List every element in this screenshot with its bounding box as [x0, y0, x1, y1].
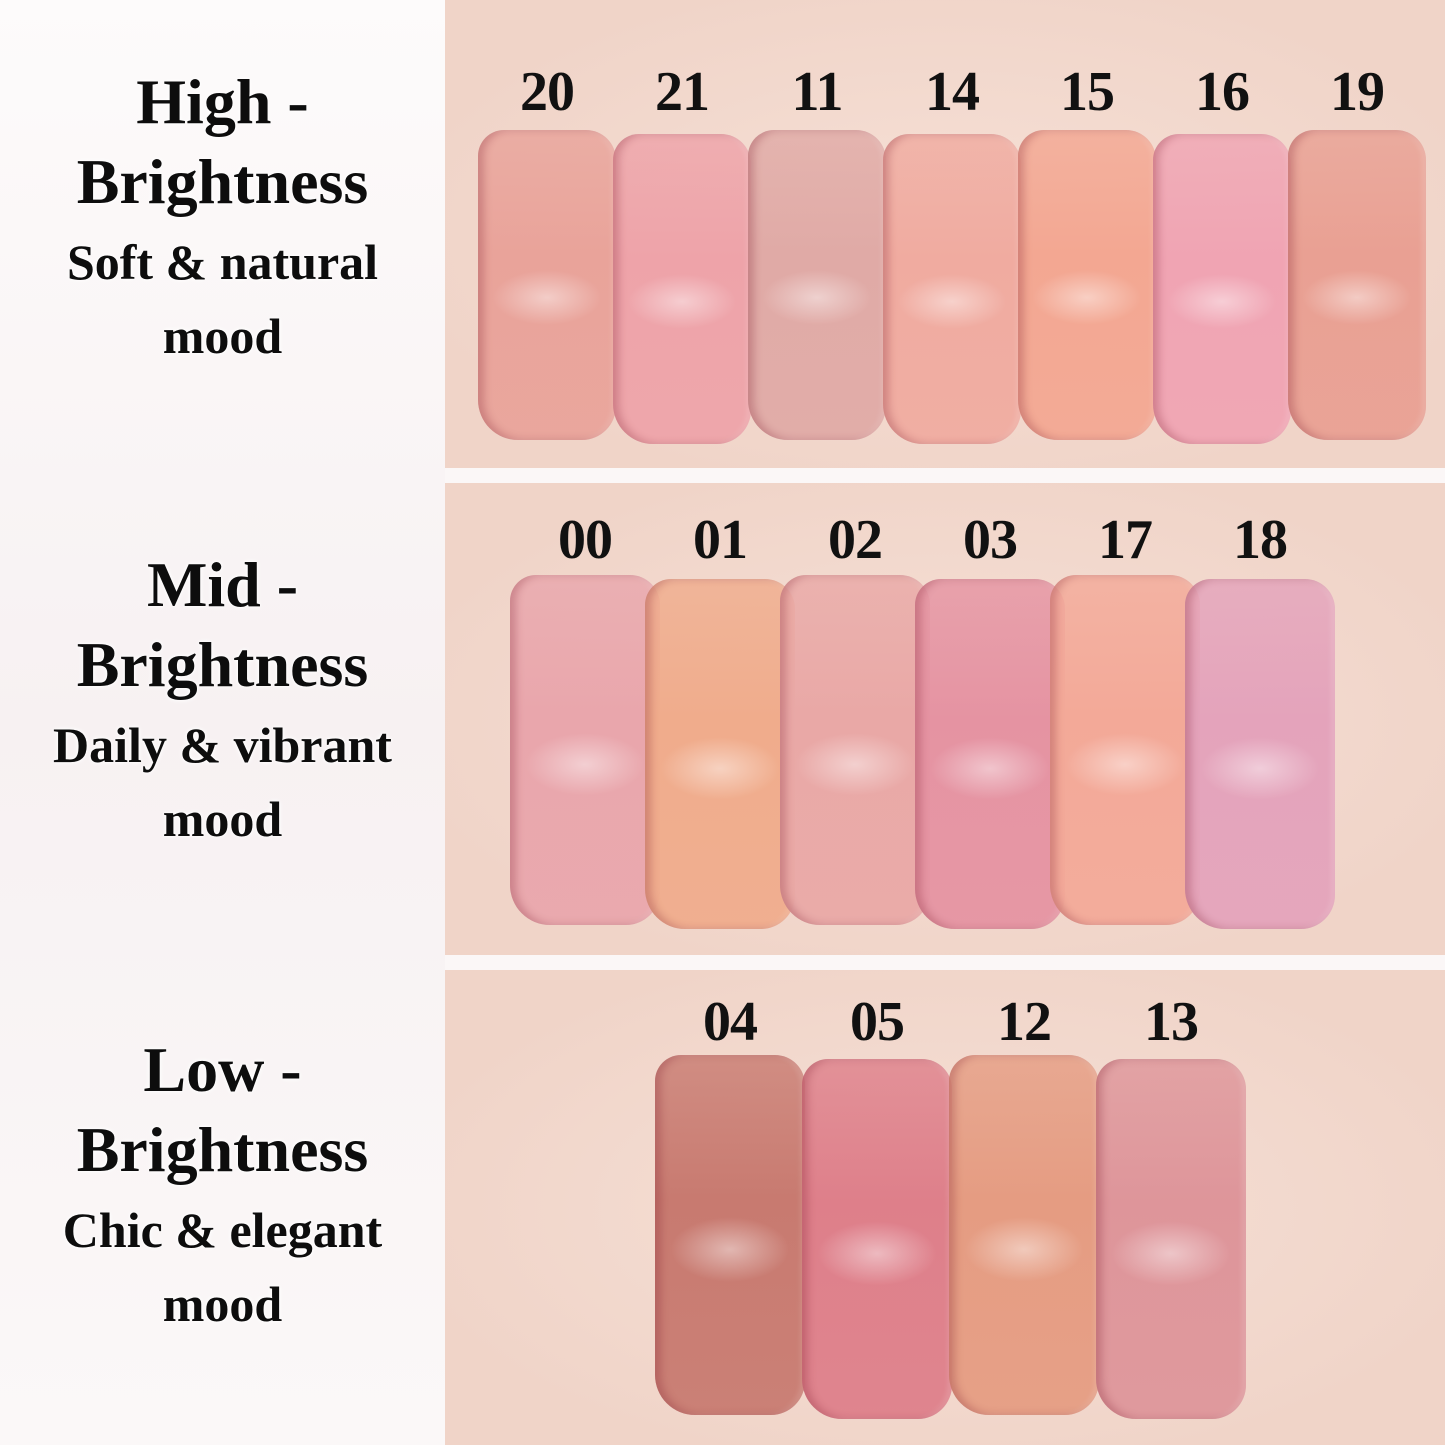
group-title: Mid -: [146, 549, 299, 620]
group-title: Brightness: [76, 146, 369, 217]
group-subtitle: mood: [162, 791, 283, 847]
swatch-19: [1288, 130, 1426, 440]
group-title: High -: [136, 66, 309, 137]
swatch-15: [1018, 130, 1156, 440]
group-label-high: High - Brightness Soft & natural mood: [0, 62, 445, 370]
group-title: Brightness: [76, 1114, 369, 1185]
group-title: Brightness: [76, 629, 369, 700]
swatch-12: [949, 1055, 1099, 1415]
swatch-21: [613, 134, 751, 444]
group-subtitle: mood: [162, 1276, 283, 1332]
shade-number: 12: [997, 991, 1052, 1053]
swatch-20: [478, 130, 616, 440]
shade-number: 11: [791, 61, 844, 123]
swatch-14: [883, 134, 1021, 444]
swatch-16: [1153, 134, 1291, 444]
shade-number: 02: [828, 509, 883, 571]
shade-number: 16: [1195, 61, 1250, 123]
group-subtitle: Chic & elegant: [62, 1202, 383, 1258]
shade-number: 01: [693, 509, 748, 571]
swatch-panel-mid: 00 01 02 03 17 18: [445, 483, 1445, 955]
swatch-panel-high: 20 21 11 14 15 16 19: [445, 0, 1445, 468]
swatch-04: [655, 1055, 805, 1415]
swatch-01: [645, 579, 795, 929]
left-label-column: [0, 0, 445, 1445]
shade-number: 05: [850, 991, 905, 1053]
group-subtitle: Daily & vibrant: [53, 717, 392, 773]
shade-number: 13: [1144, 991, 1199, 1053]
group-subtitle: Soft & natural: [66, 234, 379, 290]
shade-number: 14: [925, 61, 980, 123]
group-label-mid: Mid - Brightness Daily & vibrant mood: [0, 545, 445, 853]
shade-number: 21: [655, 61, 710, 123]
swatch-11: [748, 130, 886, 440]
swatch-18: [1185, 579, 1335, 929]
swatch-panel-low: 04 05 12 13: [445, 970, 1445, 1445]
shade-number: 00: [558, 509, 613, 571]
shade-number: 03: [963, 509, 1018, 571]
swatch-03: [915, 579, 1065, 929]
group-title: Low -: [143, 1034, 302, 1105]
group-label-low: Low - Brightness Chic & elegant mood: [0, 1030, 445, 1338]
group-subtitle: mood: [162, 308, 283, 364]
shade-number: 04: [703, 991, 758, 1053]
shade-number: 18: [1233, 509, 1288, 571]
shade-number: 20: [520, 61, 575, 123]
swatch-17: [1050, 575, 1200, 925]
swatch-13: [1096, 1059, 1246, 1419]
swatch-05: [802, 1059, 952, 1419]
shade-number: 19: [1330, 61, 1385, 123]
swatch-00: [510, 575, 660, 925]
shade-number: 17: [1098, 509, 1153, 571]
swatch-02: [780, 575, 930, 925]
shade-number: 15: [1060, 61, 1115, 123]
